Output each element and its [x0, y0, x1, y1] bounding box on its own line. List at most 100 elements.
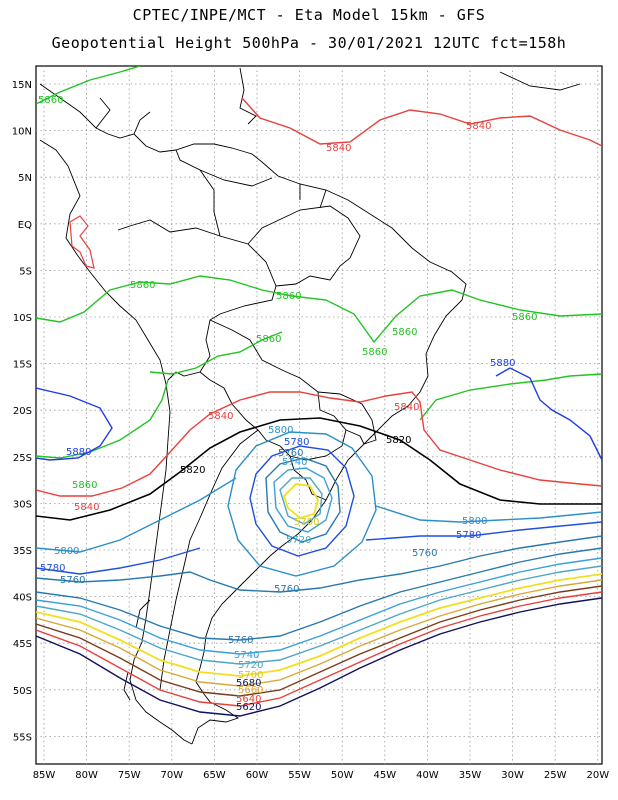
lon-label: 20W: [586, 770, 609, 781]
label-5780-w: 5780: [40, 563, 65, 574]
lon-label: 25W: [544, 770, 567, 781]
contour-5740-ring: [273, 467, 333, 533]
latitude-labels: 15N 10N 5N EQ 5S 10S 15S 20S 25S 30S 35S 40S 45S 50S 5…: [12, 80, 32, 743]
contour-5860-inner: [149, 331, 283, 375]
lat-label: 55S: [13, 732, 32, 743]
label-5860-c: 5860: [512, 312, 537, 323]
lon-label: 70W: [160, 770, 183, 781]
lat-label: 15N: [12, 80, 32, 91]
lat-label: 10N: [12, 127, 32, 138]
contour-5860-west: [36, 379, 169, 459]
label-5860-e: 5860: [256, 334, 281, 345]
contour-5860-east: [419, 373, 602, 421]
contour-5860-central: [36, 275, 602, 344]
contour-5700-south: [36, 573, 602, 677]
map-subtitle: Geopotential Height 500hPa - 30/01/2021 …: [51, 34, 567, 52]
contour-5800-ring: [227, 431, 377, 577]
label-5860-d: 5860: [392, 327, 417, 338]
label-5880-e: 5880: [490, 358, 515, 369]
label-5820-w: 5820: [180, 465, 205, 476]
contour-5680: [36, 579, 602, 687]
label-5760-b: 5760: [274, 584, 299, 595]
contour-5780-ring: [249, 445, 355, 557]
lat-label: 5N: [18, 173, 32, 184]
lat-label: EQ: [18, 220, 32, 231]
contour-5760-south: [36, 547, 602, 641]
label-5860-b: 5860: [276, 291, 301, 302]
lat-label: 45S: [13, 639, 32, 650]
lat-label: 20S: [13, 406, 32, 417]
label-5860-w: 5860: [72, 480, 97, 491]
contour-5860-nw: [36, 66, 141, 105]
label-5760-e: 5760: [412, 548, 437, 559]
label-5800-e: 5800: [462, 516, 487, 527]
coastline: [39, 67, 581, 745]
label-5640: 5640: [236, 694, 261, 705]
contour-5880-east: [495, 367, 602, 461]
contour-5820: [36, 417, 602, 521]
lon-label: 75W: [118, 770, 141, 781]
contour-5720-south: [36, 565, 602, 665]
label-5620: 5620: [236, 702, 261, 713]
lon-label: 40W: [416, 770, 439, 781]
label-5840-d: 5840: [394, 402, 419, 413]
lon-label: 35W: [459, 770, 482, 781]
longitude-labels: 85W 80W 75W 70W 65W 60W 55W 50W 45W 40W 35W 30W 25W 2…: [33, 770, 610, 781]
lon-label: 80W: [75, 770, 98, 781]
height-contours: [36, 66, 602, 717]
contour-5640: [36, 591, 602, 707]
label-5860-f: 5860: [362, 347, 387, 358]
contour-labels: 5860 5840 5840 5860 5860 5860 5860 5860 …: [38, 95, 537, 713]
lat-label: 15S: [13, 360, 32, 371]
contour-5700-ring: [282, 483, 319, 519]
label-5740-a: 5740: [282, 457, 307, 468]
lat-label: 5S: [19, 266, 32, 277]
lat-lon-grid: [36, 66, 602, 764]
contour-5620: [36, 597, 602, 717]
map-frame: [35, 65, 603, 765]
label-5840-n1: 5840: [326, 143, 351, 154]
map-title: CPTEC/INPE/MCT - Eta Model 15km - GFS: [132, 6, 486, 24]
contour-5720-ring: [279, 477, 323, 525]
label-5800-a: 5800: [268, 425, 293, 436]
lat-label: 30S: [13, 499, 32, 510]
label-5720-a: 5720: [286, 535, 311, 546]
label-5860-nw: 5860: [38, 95, 63, 106]
lat-label: 35S: [13, 546, 32, 557]
contour-5760-outer: [36, 535, 602, 593]
label-5760-c: 5760: [228, 635, 253, 646]
label-5800-w: 5800: [54, 546, 79, 557]
contour-5840-ecuador: [69, 215, 95, 269]
contour-5840-north: [241, 97, 602, 147]
label-5760-w: 5760: [60, 575, 85, 586]
label-5820-e: 5820: [386, 435, 411, 446]
lon-label: 50W: [331, 770, 354, 781]
contour-5880-west: [36, 387, 113, 461]
lat-label: 10S: [13, 313, 32, 324]
label-5780-a: 5780: [284, 437, 309, 448]
label-5760-a: 5760: [278, 448, 303, 459]
contour-5780-outer: [36, 521, 602, 575]
label-5720-b: 5720: [238, 660, 263, 671]
lon-label: 55W: [288, 770, 311, 781]
label-5680: 5680: [236, 678, 261, 689]
label-5700: 5700: [294, 517, 319, 528]
contour-5660: [36, 585, 602, 697]
lon-label: 85W: [33, 770, 56, 781]
label-5780-e: 5780: [456, 530, 481, 541]
label-5880-w: 5880: [66, 447, 91, 458]
contour-5800-outer: [36, 477, 602, 553]
label-5840-w: 5840: [74, 502, 99, 513]
lat-label: 40S: [13, 593, 32, 604]
contour-5840-central: [36, 391, 602, 497]
label-5700-b: 5700: [238, 670, 263, 681]
label-5860-a: 5860: [130, 280, 155, 291]
lat-label: 50S: [13, 686, 32, 697]
lon-label: 60W: [246, 770, 269, 781]
lon-label: 65W: [203, 770, 226, 781]
lon-label: 45W: [373, 770, 396, 781]
lat-label: 25S: [13, 453, 32, 464]
label-5740-b: 5740: [234, 650, 259, 661]
label-5840-n2: 5840: [466, 121, 491, 132]
